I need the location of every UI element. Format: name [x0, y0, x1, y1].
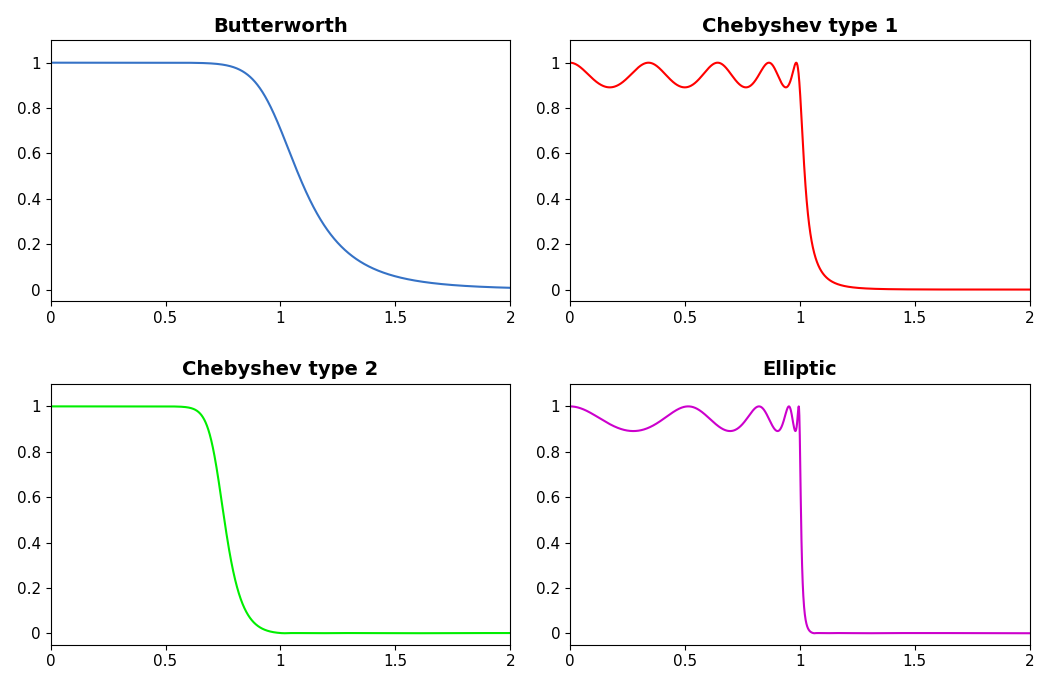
Title: Elliptic: Elliptic	[762, 360, 837, 379]
Title: Chebyshev type 1: Chebyshev type 1	[702, 16, 898, 36]
Title: Butterworth: Butterworth	[213, 16, 348, 36]
Title: Chebyshev type 2: Chebyshev type 2	[182, 360, 378, 379]
